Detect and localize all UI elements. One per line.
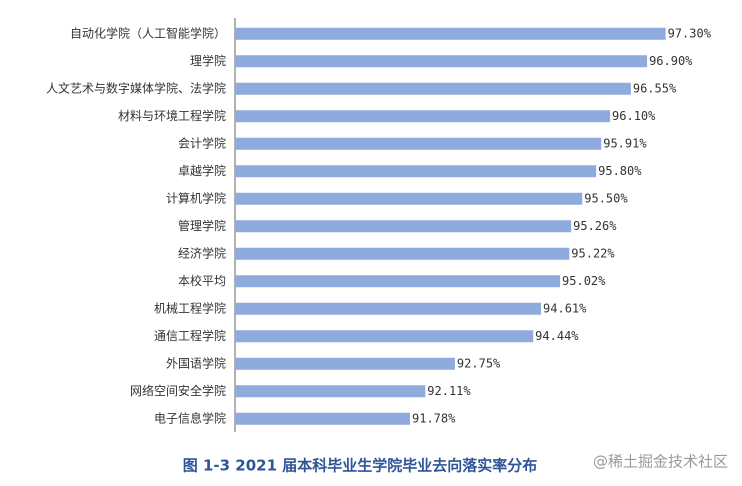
value-label: 96.90% <box>649 54 693 68</box>
category-label: 外国语学院 <box>166 355 226 370</box>
category-label: 管理学院 <box>178 218 226 233</box>
value-label: 96.55% <box>633 81 677 95</box>
value-label: 96.10% <box>612 109 656 123</box>
bar <box>235 55 648 68</box>
chart-title: 图 1-3 2021 届本科毕业生学院毕业去向落实率分布 <box>183 457 538 475</box>
value-label: 95.22% <box>571 246 615 260</box>
category-label: 本校平均 <box>178 273 226 288</box>
value-label: 95.02% <box>562 274 606 288</box>
value-label: 95.80% <box>598 164 642 178</box>
bar <box>235 165 597 178</box>
value-label: 95.26% <box>573 219 617 233</box>
bar <box>235 412 411 425</box>
category-label: 自动化学院（人工智能学院） <box>70 25 226 40</box>
category-label: 计算机学院 <box>166 190 226 205</box>
category-label: 经济学院 <box>178 245 226 260</box>
watermark: @稀土掘金技术社区 <box>593 453 728 471</box>
bar <box>235 110 611 123</box>
category-label: 卓越学院 <box>178 163 226 178</box>
bar <box>235 220 572 233</box>
value-label: 92.11% <box>427 384 471 398</box>
value-label: 91.78% <box>412 411 456 425</box>
bar <box>235 137 602 150</box>
value-label: 95.91% <box>603 136 647 150</box>
category-label: 通信工程学院 <box>154 328 226 343</box>
bar <box>235 27 666 40</box>
category-label: 会计学院 <box>178 135 226 150</box>
value-label: 94.61% <box>543 301 587 315</box>
value-label: 97.30% <box>668 26 712 40</box>
bar <box>235 385 426 398</box>
bar <box>235 192 583 205</box>
value-label: 92.75% <box>457 356 501 370</box>
bar <box>235 82 631 95</box>
category-label: 机械工程学院 <box>154 300 226 315</box>
bar <box>235 247 570 260</box>
category-label: 理学院 <box>190 53 226 68</box>
value-label: 94.44% <box>535 329 579 343</box>
value-label: 95.50% <box>584 191 628 205</box>
bar <box>235 357 455 370</box>
bar <box>235 275 561 288</box>
category-label: 电子信息学院 <box>154 410 226 425</box>
category-label: 材料与环境工程学院 <box>118 108 226 123</box>
category-label: 人文艺术与数字媒体学院、法学院 <box>46 80 226 95</box>
bar <box>235 330 534 343</box>
category-label: 网络空间安全学院 <box>130 383 226 398</box>
bar <box>235 302 542 315</box>
